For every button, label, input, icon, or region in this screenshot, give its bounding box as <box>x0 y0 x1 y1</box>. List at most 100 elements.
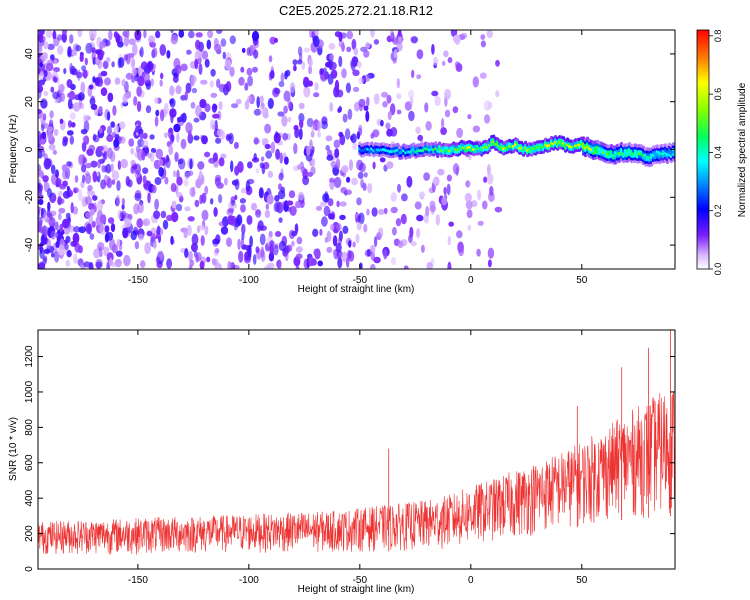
signal-cell <box>402 143 406 147</box>
noise-cell <box>214 248 220 254</box>
noise-cell <box>193 117 200 123</box>
noise-cell <box>329 224 335 231</box>
noise-cell <box>124 218 132 228</box>
noise-cell <box>200 235 205 246</box>
noise-cell <box>342 113 348 123</box>
noise-cell <box>170 34 178 45</box>
noise-cell <box>147 152 153 159</box>
noise-cell <box>100 87 108 97</box>
noise-cell <box>178 30 185 38</box>
noise-cell <box>291 230 298 237</box>
noise-cell <box>441 117 445 129</box>
noise-cell <box>383 249 388 260</box>
noise-cell <box>249 235 254 248</box>
noise-cell <box>111 170 120 181</box>
noise-cell <box>280 72 285 83</box>
noise-cell <box>81 163 87 173</box>
noise-cell <box>43 90 49 97</box>
noise-cell <box>218 194 223 204</box>
noise-cell <box>84 196 92 205</box>
noise-cell <box>315 30 319 37</box>
noise-cell <box>320 120 328 130</box>
noise-cell <box>100 179 107 190</box>
noise-cell <box>197 173 205 186</box>
noise-cell <box>227 261 232 269</box>
noise-cell <box>253 153 257 161</box>
noise-cell <box>97 159 101 169</box>
noise-cell <box>135 125 143 134</box>
noise-cell <box>215 137 222 144</box>
noise-cell <box>119 210 127 219</box>
noise-cell <box>154 116 159 127</box>
noise-cell <box>373 256 381 264</box>
noise-cell <box>105 56 111 63</box>
noise-cell <box>328 177 336 183</box>
noise-cell <box>335 158 341 170</box>
colorbar: 0.0 0.2 0.4 0.6 0.8 Normalized spectral ampl… <box>696 30 748 275</box>
noise-cell <box>38 79 45 86</box>
noise-cell <box>143 30 147 39</box>
signal-cell <box>548 148 552 153</box>
noise-cell <box>231 179 239 186</box>
noise-cell <box>121 197 126 206</box>
noise-cell <box>386 94 392 104</box>
noise-cell <box>359 103 363 112</box>
noise-cell <box>84 57 89 66</box>
noise-cell <box>377 227 384 238</box>
noise-cell <box>345 82 351 94</box>
noise-cell <box>126 30 130 39</box>
noise-cell <box>319 68 325 76</box>
noise-cell <box>218 101 223 111</box>
noise-cell <box>341 68 347 79</box>
snr-x-label: Height of straight line (km) <box>298 584 415 595</box>
y-tick-label: -40 <box>24 237 35 252</box>
noise-cell <box>57 195 62 206</box>
noise-cell <box>61 30 68 35</box>
noise-cell <box>466 209 473 219</box>
noise-cell <box>352 142 358 150</box>
noise-cell <box>52 91 60 100</box>
noise-cell <box>416 214 424 222</box>
noise-cell <box>59 223 64 232</box>
noise-cell <box>137 75 145 87</box>
noise-cell <box>39 62 43 68</box>
noise-cell <box>123 254 131 267</box>
noise-cell <box>122 93 128 104</box>
noise-cell <box>239 198 246 204</box>
noise-cell <box>63 137 68 146</box>
signal-cell <box>671 158 675 162</box>
noise-cell <box>455 62 463 72</box>
noise-cell <box>295 246 303 253</box>
noise-cell <box>238 76 245 86</box>
noise-cell <box>183 179 189 187</box>
noise-cell <box>113 138 120 148</box>
noise-cell <box>132 43 138 56</box>
noise-cell <box>259 95 264 104</box>
noise-cell <box>87 184 93 192</box>
noise-cell <box>220 226 229 235</box>
colorbar-tick-label: 0.2 <box>713 204 723 217</box>
noise-cell <box>241 47 246 54</box>
noise-cell <box>453 34 461 44</box>
noise-cell <box>93 248 101 259</box>
noise-cell <box>431 43 435 55</box>
noise-cell <box>107 92 114 103</box>
noise-cell <box>79 53 84 63</box>
noise-cell <box>46 238 52 249</box>
noise-cell <box>212 152 218 162</box>
noise-cell <box>364 74 371 82</box>
noise-cell <box>185 122 193 134</box>
noise-cell <box>57 83 65 93</box>
noise-cell <box>294 223 299 234</box>
noise-cell <box>38 41 43 52</box>
noise-cell <box>107 217 115 224</box>
noise-cell <box>71 50 78 56</box>
noise-cell <box>166 258 173 269</box>
noise-cell <box>455 166 459 176</box>
noise-cell <box>204 185 209 195</box>
signal-cell <box>516 138 520 142</box>
noise-cell <box>194 52 199 61</box>
noise-cell <box>316 121 321 132</box>
spectrogram-y-axis: -40 -20 0 20 40 <box>24 48 675 252</box>
noise-cell <box>38 109 42 115</box>
